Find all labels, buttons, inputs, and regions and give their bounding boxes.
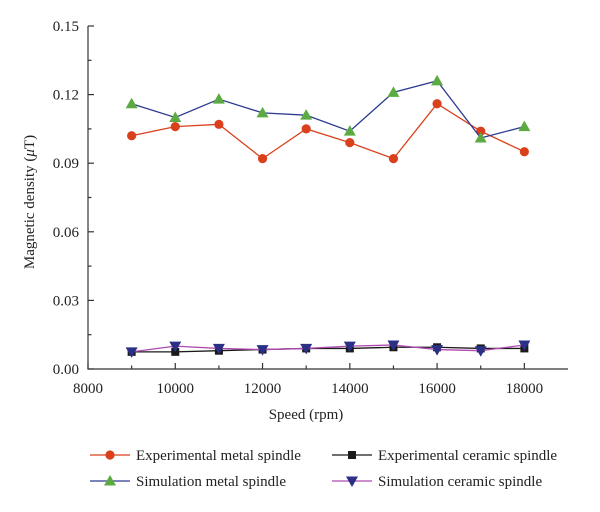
axis-lines	[87, 26, 568, 370]
data-point	[256, 106, 269, 118]
x-tick-label: 8000	[73, 381, 103, 397]
data-point	[170, 122, 180, 132]
legend-label: Experimental metal spindle	[136, 448, 301, 464]
legend-label: Experimental ceramic spindle	[378, 448, 557, 464]
series-line	[131, 344, 525, 353]
y-axis-title: Magnetic density (μT)	[22, 135, 38, 269]
legend: Experimental metal spindle Experimental c…	[90, 448, 557, 490]
data-point	[387, 340, 400, 351]
data-point	[256, 345, 269, 356]
y-axis-title-suffix: T)	[22, 135, 38, 149]
legend-item: Experimental ceramic spindle	[332, 448, 557, 464]
data-point	[125, 97, 138, 109]
data-point	[343, 341, 356, 353]
data-point	[169, 111, 182, 122]
data-point	[476, 126, 486, 136]
data-point	[300, 343, 313, 355]
series-line	[131, 346, 525, 353]
data-point	[169, 341, 182, 353]
y-tick-label: 0.03	[53, 293, 79, 309]
data-point	[257, 154, 268, 164]
legend-marker	[348, 451, 356, 459]
data-point	[518, 120, 531, 132]
legend-marker	[346, 476, 358, 487]
data-point	[431, 74, 444, 86]
y-axis-title-unit: μ	[22, 149, 38, 158]
data-point	[474, 346, 487, 357]
series-3	[125, 74, 531, 143]
data-point	[212, 343, 225, 355]
data-point	[300, 109, 313, 120]
legend-item: Simulation ceramic spindle	[332, 474, 542, 490]
legend-item: Simulation metal spindle	[90, 474, 286, 490]
data-point	[343, 125, 356, 136]
series-line	[131, 102, 525, 160]
legend-marker	[104, 475, 116, 486]
legend-marker	[105, 450, 115, 460]
y-tick-label: 0.12	[53, 88, 79, 104]
data-point	[214, 119, 224, 129]
y-tick-label: 0.06	[53, 225, 80, 241]
legend-label: Simulation ceramic spindle	[378, 474, 542, 490]
series-2	[127, 343, 529, 356]
data-point	[345, 138, 355, 148]
x-tick-label: 12000	[244, 381, 282, 397]
series-4	[125, 340, 531, 358]
data-point	[474, 132, 487, 143]
y-tick-label: 0.09	[53, 156, 79, 172]
data-point	[387, 86, 400, 97]
x-tick-label: 16000	[418, 381, 456, 397]
data-point	[518, 340, 531, 351]
data-point	[432, 99, 442, 109]
legend-label: Simulation metal spindle	[136, 474, 286, 490]
data-point	[125, 347, 138, 358]
x-tick-label: 14000	[331, 381, 369, 397]
data-point	[301, 124, 311, 134]
data-point	[519, 147, 529, 157]
y-tick-label: 0.15	[53, 19, 79, 35]
x-tick-label: 10000	[157, 381, 195, 397]
x-tick-label: 18000	[506, 381, 544, 397]
x-axis-title: Speed (rpm)	[269, 407, 344, 423]
data-point	[212, 93, 225, 104]
series-line	[131, 80, 525, 139]
data-point	[127, 131, 137, 141]
series-1	[127, 99, 529, 164]
axes: 0.00 0.03 0.06 0.09 0.12 0.15 8000 10000 12000 14…	[53, 19, 568, 397]
y-axis-title-prefix: Magnetic density (	[22, 157, 38, 269]
y-tick-label: 0.00	[53, 362, 79, 378]
legend-item: Experimental metal spindle	[90, 448, 301, 464]
plot-area	[125, 74, 531, 358]
data-point	[388, 154, 399, 164]
data-point	[431, 345, 444, 356]
